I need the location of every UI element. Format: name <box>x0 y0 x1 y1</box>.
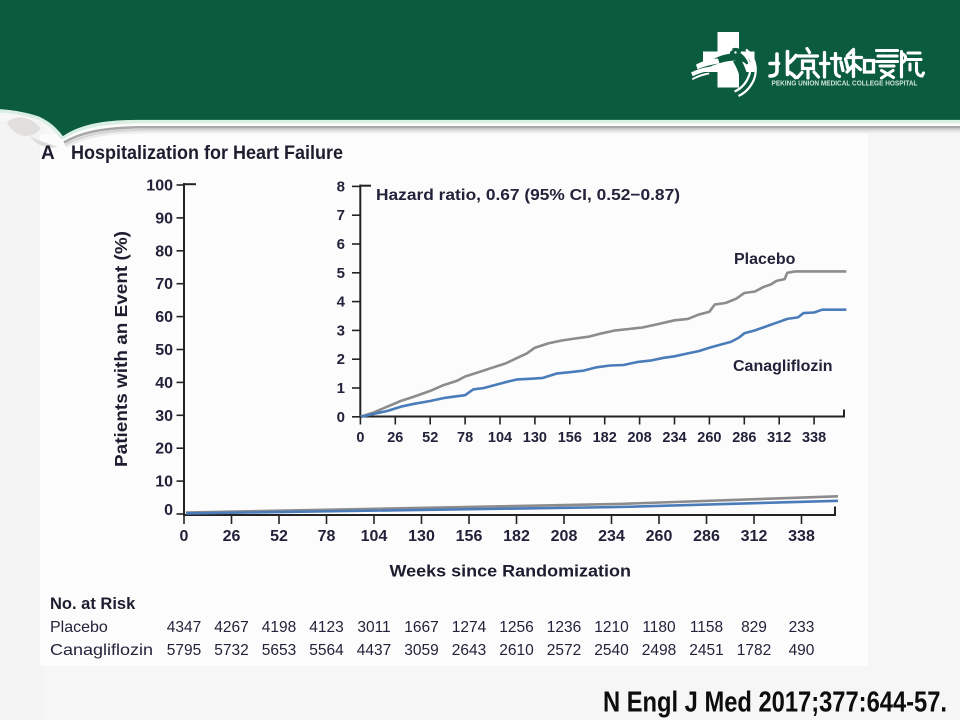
svg-text:4123: 4123 <box>309 619 343 636</box>
svg-text:234: 234 <box>662 430 686 446</box>
svg-text:1256: 1256 <box>499 619 533 636</box>
svg-text:286: 286 <box>693 528 720 545</box>
svg-text:156: 156 <box>558 430 582 446</box>
svg-text:50: 50 <box>155 342 173 359</box>
svg-text:4: 4 <box>337 294 346 311</box>
svg-text:0: 0 <box>356 430 364 446</box>
svg-text:20: 20 <box>155 441 173 458</box>
svg-text:0: 0 <box>164 502 173 519</box>
svg-text:4347: 4347 <box>167 619 201 636</box>
svg-text:N Engl J Med 2017;377:644-57.: N Engl J Med 2017;377:644-57. <box>603 687 947 719</box>
svg-text:Hazard ratio, 0.67 (95% CI, 0.: Hazard ratio, 0.67 (95% CI, 0.52−0.87) <box>376 187 680 204</box>
svg-text:3059: 3059 <box>404 642 438 659</box>
svg-text:312: 312 <box>741 528 768 545</box>
svg-text:Canagliflozin: Canagliflozin <box>733 358 833 375</box>
svg-text:0: 0 <box>337 409 345 426</box>
svg-text:52: 52 <box>270 528 288 545</box>
svg-text:3011: 3011 <box>357 619 390 636</box>
svg-text:78: 78 <box>457 430 473 446</box>
svg-text:2572: 2572 <box>547 642 581 659</box>
svg-text:70: 70 <box>155 276 173 293</box>
svg-text:52: 52 <box>422 430 438 446</box>
svg-text:26: 26 <box>223 528 241 545</box>
svg-text:Hospitalization for Heart Fail: Hospitalization for Heart Failure <box>71 143 343 164</box>
svg-text:182: 182 <box>503 528 530 545</box>
svg-text:2540: 2540 <box>594 642 629 659</box>
svg-text:1667: 1667 <box>404 619 438 636</box>
svg-text:8: 8 <box>337 178 345 195</box>
svg-text:80: 80 <box>155 243 173 260</box>
svg-text:1158: 1158 <box>690 619 723 636</box>
svg-text:1236: 1236 <box>547 619 581 636</box>
svg-text:208: 208 <box>627 430 651 446</box>
svg-text:4267: 4267 <box>214 619 248 636</box>
svg-text:26: 26 <box>387 430 403 446</box>
svg-text:PEKING UNION MEDICAL COLLEGE H: PEKING UNION MEDICAL COLLEGE HOSPITAL <box>772 79 918 88</box>
svg-text:182: 182 <box>593 430 617 446</box>
svg-text:2451: 2451 <box>689 642 723 659</box>
svg-text:78: 78 <box>318 528 336 545</box>
svg-text:130: 130 <box>523 430 547 446</box>
svg-text:1274: 1274 <box>452 619 487 636</box>
svg-text:30: 30 <box>155 408 173 425</box>
svg-text:338: 338 <box>802 430 826 446</box>
svg-text:5: 5 <box>337 265 345 282</box>
svg-text:2: 2 <box>337 351 345 368</box>
svg-text:2643: 2643 <box>452 642 486 659</box>
svg-text:40: 40 <box>155 375 173 392</box>
svg-text:2610: 2610 <box>499 642 534 659</box>
svg-text:0: 0 <box>180 528 189 545</box>
svg-text:4437: 4437 <box>357 642 391 659</box>
svg-text:234: 234 <box>598 528 625 545</box>
svg-text:260: 260 <box>697 430 721 446</box>
svg-text:208: 208 <box>551 528 578 545</box>
svg-text:260: 260 <box>646 528 673 545</box>
svg-text:6: 6 <box>337 236 345 253</box>
svg-text:90: 90 <box>155 210 173 227</box>
svg-text:233: 233 <box>789 619 815 636</box>
svg-text:60: 60 <box>155 309 173 326</box>
svg-text:1210: 1210 <box>594 619 629 636</box>
svg-text:10: 10 <box>155 474 173 491</box>
svg-text:2498: 2498 <box>642 642 676 659</box>
svg-text:130: 130 <box>408 528 435 545</box>
svg-text:No. at Risk: No. at Risk <box>50 595 136 613</box>
svg-text:104: 104 <box>361 528 388 545</box>
svg-text:286: 286 <box>732 430 756 446</box>
svg-text:5795: 5795 <box>167 642 201 659</box>
svg-text:Weeks since Randomization: Weeks since Randomization <box>390 562 632 581</box>
svg-text:829: 829 <box>741 619 767 636</box>
svg-text:5564: 5564 <box>309 642 344 659</box>
svg-text:100: 100 <box>146 178 173 195</box>
svg-text:Placebo: Placebo <box>50 619 108 636</box>
svg-text:1180: 1180 <box>642 619 676 636</box>
svg-text:Placebo: Placebo <box>734 251 796 268</box>
svg-text:Patients with an Event (%): Patients with an Event (%) <box>111 231 131 467</box>
svg-text:312: 312 <box>767 430 791 446</box>
svg-text:7: 7 <box>337 207 345 224</box>
svg-text:1: 1 <box>337 380 345 397</box>
svg-text:4198: 4198 <box>262 619 296 636</box>
svg-text:1782: 1782 <box>737 642 771 659</box>
svg-text:A: A <box>41 143 55 164</box>
svg-text:5732: 5732 <box>214 642 248 659</box>
svg-text:5653: 5653 <box>262 642 296 659</box>
svg-text:Canagliflozin: Canagliflozin <box>50 642 153 659</box>
svg-text:3: 3 <box>337 322 345 339</box>
svg-text:104: 104 <box>488 430 512 446</box>
svg-text:490: 490 <box>789 642 815 659</box>
svg-text:156: 156 <box>456 528 483 545</box>
svg-text:338: 338 <box>788 528 815 545</box>
